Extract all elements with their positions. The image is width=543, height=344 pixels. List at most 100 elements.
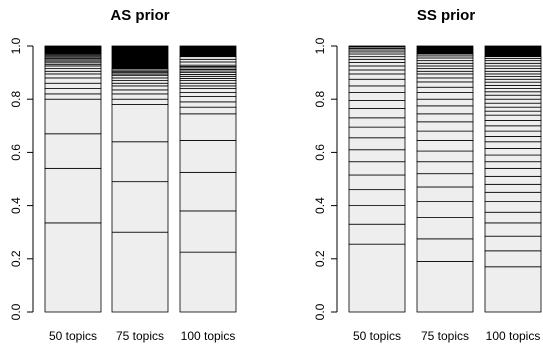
bar-segment bbox=[179, 96, 237, 103]
bar-segment bbox=[179, 45, 237, 58]
bar-segment bbox=[348, 243, 406, 313]
bar-segment bbox=[484, 45, 542, 58]
bar-segment bbox=[111, 89, 169, 95]
bar-segment bbox=[416, 150, 474, 163]
bar-segment bbox=[348, 161, 406, 176]
bar-segment bbox=[348, 45, 406, 48]
bar-segment bbox=[484, 148, 542, 156]
stacked-bar bbox=[44, 45, 102, 313]
bar-segment bbox=[44, 222, 102, 313]
y-tick-label: 0.0 bbox=[313, 303, 327, 320]
bar-segment bbox=[416, 113, 474, 123]
bar-segment bbox=[484, 88, 542, 93]
bar-segment bbox=[179, 92, 237, 97]
bar-segment bbox=[416, 238, 474, 262]
bar-segment bbox=[348, 223, 406, 245]
y-tick-label: 1.0 bbox=[313, 37, 327, 54]
bar-segment bbox=[416, 130, 474, 141]
bar-segment bbox=[348, 137, 406, 151]
bar-segment bbox=[484, 84, 542, 89]
bar-segment bbox=[348, 117, 406, 128]
bar-segment bbox=[484, 106, 542, 112]
bar-segment bbox=[111, 181, 169, 233]
bar-segment bbox=[416, 140, 474, 152]
bar-segment bbox=[111, 85, 169, 91]
bar-segment bbox=[484, 183, 542, 193]
bar-segment bbox=[44, 82, 102, 89]
bar-segment bbox=[348, 174, 406, 191]
y-tick-label: 0.0 bbox=[9, 303, 23, 320]
bar-segment bbox=[179, 140, 237, 173]
bar-segment bbox=[44, 93, 102, 100]
bar-segment bbox=[348, 65, 406, 71]
bar-segment bbox=[416, 86, 474, 93]
bar-segment bbox=[348, 205, 406, 225]
bar-segment bbox=[484, 110, 542, 116]
bar-segment bbox=[484, 161, 542, 169]
stacked-bar bbox=[111, 45, 169, 313]
bar-segment bbox=[484, 125, 542, 132]
bar-segment bbox=[416, 201, 474, 218]
y-tick-label: 0.4 bbox=[313, 197, 327, 214]
bar-segment bbox=[484, 141, 542, 149]
y-tick-label: 0.8 bbox=[9, 91, 23, 108]
bar-segment bbox=[44, 98, 102, 135]
bar-segment bbox=[484, 98, 542, 104]
bar-segment bbox=[111, 231, 169, 313]
y-tick-label: 0.2 bbox=[313, 250, 327, 267]
bar-segment bbox=[348, 78, 406, 87]
bar-segment bbox=[484, 250, 542, 268]
bar-segment bbox=[111, 104, 169, 143]
bar-segment bbox=[416, 173, 474, 188]
bar-segment bbox=[44, 45, 102, 48]
bar-segment bbox=[179, 251, 237, 313]
bar-segment bbox=[348, 126, 406, 139]
bar-segment bbox=[416, 161, 474, 175]
bar-segment bbox=[484, 222, 542, 237]
bar-segment bbox=[484, 114, 542, 121]
y-tick-label: 0.6 bbox=[9, 144, 23, 161]
bar-segment bbox=[484, 175, 542, 185]
bar-segment bbox=[44, 133, 102, 169]
bar-segment bbox=[348, 73, 406, 80]
bar-segment bbox=[416, 261, 474, 313]
stacked-bar bbox=[179, 45, 237, 313]
bar-segment bbox=[484, 136, 542, 143]
bar-segment bbox=[179, 210, 237, 253]
bar-segment bbox=[484, 167, 542, 177]
stacked-bar bbox=[484, 45, 542, 313]
bar-segment bbox=[416, 98, 474, 107]
y-tick-label: 0.8 bbox=[313, 91, 327, 108]
bar-segment bbox=[416, 121, 474, 132]
bar-segment bbox=[348, 100, 406, 109]
bar-segment bbox=[484, 81, 542, 86]
bar-segment bbox=[348, 62, 406, 67]
bar-segment bbox=[484, 154, 542, 163]
x-category-label: 75 topics bbox=[421, 329, 469, 343]
y-tick-label: 0.6 bbox=[313, 144, 327, 161]
bar-segment bbox=[484, 130, 542, 137]
bar-segment bbox=[179, 101, 237, 108]
bar-segment bbox=[484, 102, 542, 108]
x-category-label: 50 topics bbox=[353, 329, 401, 343]
bar-segment bbox=[416, 186, 474, 203]
bar-segment bbox=[111, 93, 169, 100]
bar-segment bbox=[484, 211, 542, 224]
bar-segment bbox=[416, 92, 474, 100]
bar-segment bbox=[348, 189, 406, 206]
x-category-label: 100 topics bbox=[486, 329, 541, 343]
bar-segment bbox=[111, 98, 169, 105]
panel-as-prior: AS prior 0.0 0.2 0.4 0.6 0.8 1.0 50 topics 75 t… bbox=[9, 7, 237, 343]
y-tick-label: 0.2 bbox=[9, 250, 23, 267]
bar-segment bbox=[111, 141, 169, 183]
stacked-bar bbox=[416, 45, 474, 313]
bar-segment bbox=[348, 108, 406, 119]
x-category-label: 75 topics bbox=[116, 329, 164, 343]
bar-segment bbox=[348, 149, 406, 163]
bar-segment bbox=[484, 201, 542, 213]
bar-segment bbox=[44, 77, 102, 84]
bar-segment bbox=[416, 77, 474, 83]
bar-segment bbox=[348, 69, 406, 75]
